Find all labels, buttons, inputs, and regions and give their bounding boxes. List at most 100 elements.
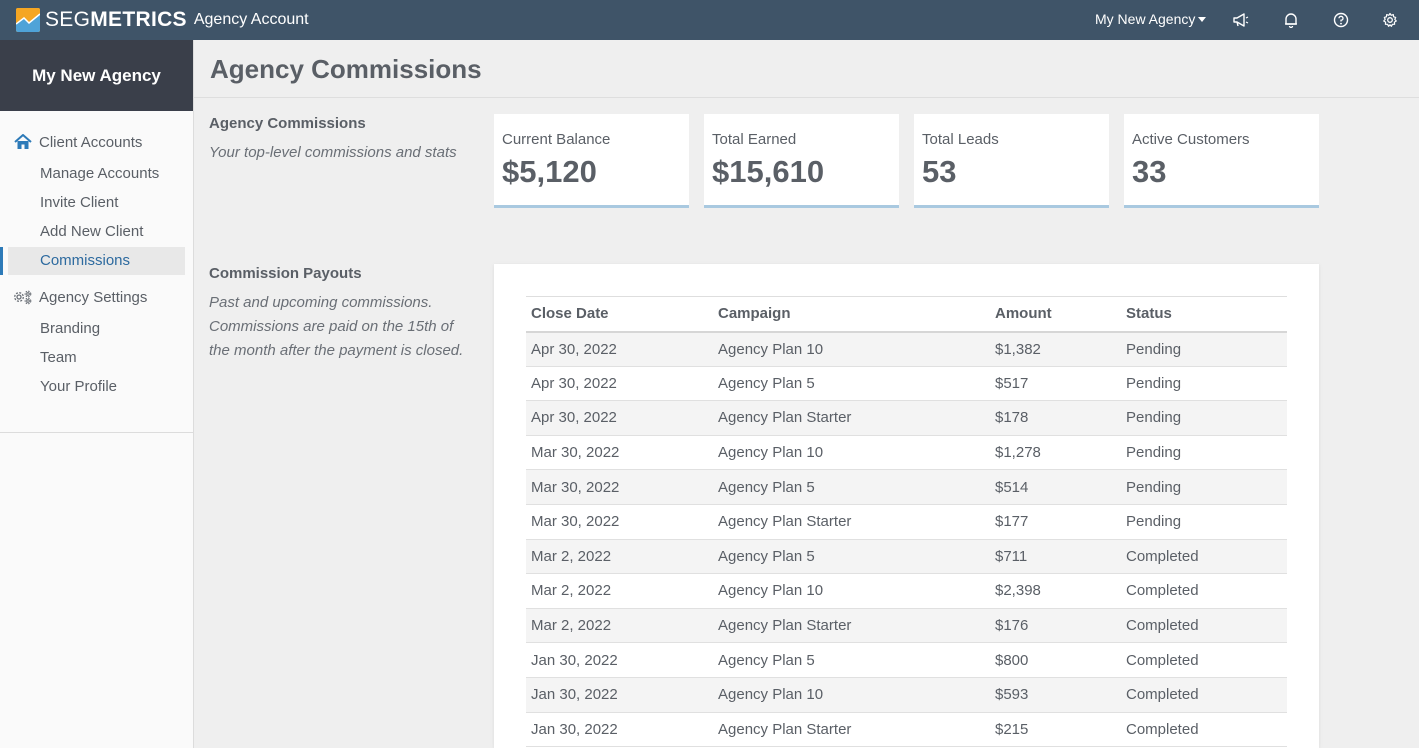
table-row: Mar 2, 2022 Agency Plan 5 $711 Completed (526, 539, 1287, 575)
table-row: Jan 30, 2022 Agency Plan 5 $800 Completed (526, 642, 1287, 678)
column-header-campaign[interactable]: Campaign (718, 305, 791, 323)
stats-section-description: Your top-level commissions and stats (209, 144, 457, 161)
payouts-section-heading: Commission Payouts (209, 265, 362, 282)
status-cell: Pending (1121, 469, 1287, 505)
brand-name: SEGMETRICS (45, 8, 187, 32)
stat-value: $15,610 (712, 154, 825, 189)
table-row: Apr 30, 2022 Agency Plan 5 $517 Pending (526, 366, 1287, 402)
table-row: Apr 30, 2022 Agency Plan Starter $178 Pendi… (526, 400, 1287, 436)
table-row: Apr 30, 2022 Agency Plan 10 $1,382 Pending (526, 331, 1287, 367)
campaign-cell: Agency Plan Starter (713, 608, 990, 644)
close-date-cell: Mar 30, 2022 (526, 469, 713, 505)
status-cell: Completed (1121, 608, 1287, 644)
close-date-cell: Apr 30, 2022 (526, 400, 713, 436)
help-icon[interactable] (1331, 10, 1351, 30)
column-header-amount[interactable]: Amount (995, 305, 1052, 323)
stats-section-heading: Agency Commissions (209, 115, 366, 132)
status-cell: Pending (1121, 435, 1287, 471)
agency-selector[interactable]: My New Agency (1095, 11, 1207, 27)
stat-label: Total Earned (712, 131, 797, 148)
close-date-cell: Jan 30, 2022 (526, 642, 713, 678)
stat-card-total-leads: Total Leads 53 (914, 114, 1109, 208)
stat-card-current-balance: Current Balance $5,120 (494, 114, 689, 208)
table-row: Jan 30, 2022 Agency Plan Starter $215 Compl… (526, 712, 1287, 748)
table-row: Mar 30, 2022 Agency Plan 10 $1,278 Pending (526, 435, 1287, 471)
close-date-cell: Jan 30, 2022 (526, 712, 713, 748)
close-date-cell: Mar 30, 2022 (526, 435, 713, 471)
amount-cell: $1,382 (990, 331, 1121, 367)
table-row: Mar 2, 2022 Agency Plan Starter $176 Comple… (526, 608, 1287, 644)
amount-cell: $800 (990, 642, 1121, 678)
sidebar-item-branding[interactable]: Branding (40, 320, 101, 337)
logo[interactable]: SEGMETRICS Agency Account (16, 8, 309, 32)
gear-icon[interactable] (1380, 10, 1400, 30)
amount-cell: $593 (990, 677, 1121, 713)
table-header-row: Close Date Campaign Amount Status (526, 296, 1287, 332)
close-date-cell: Mar 2, 2022 (526, 573, 713, 609)
payouts-section-description: Past and upcoming commissions. Commissio… (209, 294, 464, 359)
campaign-cell: Agency Plan 5 (713, 469, 990, 505)
sidebar-agency-name: My New Agency (0, 40, 193, 111)
amount-cell: $176 (990, 608, 1121, 644)
top-bar: SEGMETRICS Agency Account My New Agency (0, 0, 1419, 40)
sidebar: My New Agency Client Accounts Manage Acc… (0, 40, 194, 748)
account-type-label: Agency Account (193, 11, 309, 28)
segmetrics-logo-icon (16, 8, 40, 32)
campaign-cell: Agency Plan 10 (713, 677, 990, 713)
sidebar-section-client-accounts[interactable]: Client Accounts (0, 131, 193, 153)
stat-value: $5,120 (502, 154, 597, 189)
stat-value: 53 (922, 154, 957, 189)
column-header-close-date[interactable]: Close Date (531, 305, 609, 323)
status-cell: Completed (1121, 677, 1287, 713)
status-cell: Completed (1121, 712, 1287, 748)
status-cell: Completed (1121, 539, 1287, 575)
status-cell: Completed (1121, 642, 1287, 678)
amount-cell: $178 (990, 400, 1121, 436)
table-row: Mar 2, 2022 Agency Plan 10 $2,398 Completed (526, 573, 1287, 609)
close-date-cell: Mar 2, 2022 (526, 608, 713, 644)
sidebar-section-agency-settings[interactable]: Agency Settings (0, 286, 193, 308)
title-divider (194, 97, 1419, 98)
sidebar-item-add-new-client[interactable]: Add New Client (40, 223, 144, 240)
amount-cell: $517 (990, 366, 1121, 402)
stat-label: Total Leads (922, 131, 999, 148)
brand-metrics: METRICS (90, 8, 187, 31)
status-cell: Pending (1121, 366, 1287, 402)
close-date-cell: Apr 30, 2022 (526, 366, 713, 402)
sidebar-item-manage-accounts[interactable]: Manage Accounts (40, 165, 160, 182)
home-icon (13, 133, 33, 151)
amount-cell: $2,398 (990, 573, 1121, 609)
sidebar-nav: Client Accounts Manage Accounts Invite C… (0, 111, 193, 433)
stat-value: 33 (1132, 154, 1167, 189)
sidebar-item-invite-client[interactable]: Invite Client (40, 194, 119, 211)
sidebar-section-label: Client Accounts (39, 133, 143, 151)
campaign-cell: Agency Plan 10 (713, 435, 990, 471)
campaign-cell: Agency Plan 5 (713, 539, 990, 575)
amount-cell: $711 (990, 539, 1121, 575)
payouts-table-card: Close Date Campaign Amount Status Apr 30… (494, 264, 1319, 748)
brand-seg: SEG (45, 8, 91, 31)
status-cell: Completed (1121, 573, 1287, 609)
status-cell: Pending (1121, 331, 1287, 367)
stat-card-total-earned: Total Earned $15,610 (704, 114, 899, 208)
page-title: Agency Commissions (210, 54, 482, 84)
table-row: Jan 30, 2022 Agency Plan 10 $593 Completed (526, 677, 1287, 713)
close-date-cell: Mar 30, 2022 (526, 504, 713, 540)
payouts-table: Close Date Campaign Amount Status Apr 30… (526, 296, 1287, 748)
sidebar-item-team[interactable]: Team (40, 349, 77, 366)
campaign-cell: Agency Plan 10 (713, 573, 990, 609)
amount-cell: $514 (990, 469, 1121, 505)
stat-label: Current Balance (502, 131, 611, 148)
campaign-cell: Agency Plan Starter (713, 712, 990, 748)
amount-cell: $1,278 (990, 435, 1121, 471)
status-cell: Pending (1121, 504, 1287, 540)
close-date-cell: Jan 30, 2022 (526, 677, 713, 713)
chevron-down-icon (1198, 16, 1207, 22)
table-row: Mar 30, 2022 Agency Plan 5 $514 Pending (526, 469, 1287, 505)
sidebar-item-commissions[interactable]: Commissions (0, 247, 185, 275)
stat-card-active-customers: Active Customers 33 (1124, 114, 1319, 208)
megaphone-icon[interactable] (1231, 10, 1251, 30)
column-header-status[interactable]: Status (1126, 305, 1172, 323)
bell-icon[interactable] (1281, 10, 1301, 30)
sidebar-item-your-profile[interactable]: Your Profile (40, 378, 117, 395)
